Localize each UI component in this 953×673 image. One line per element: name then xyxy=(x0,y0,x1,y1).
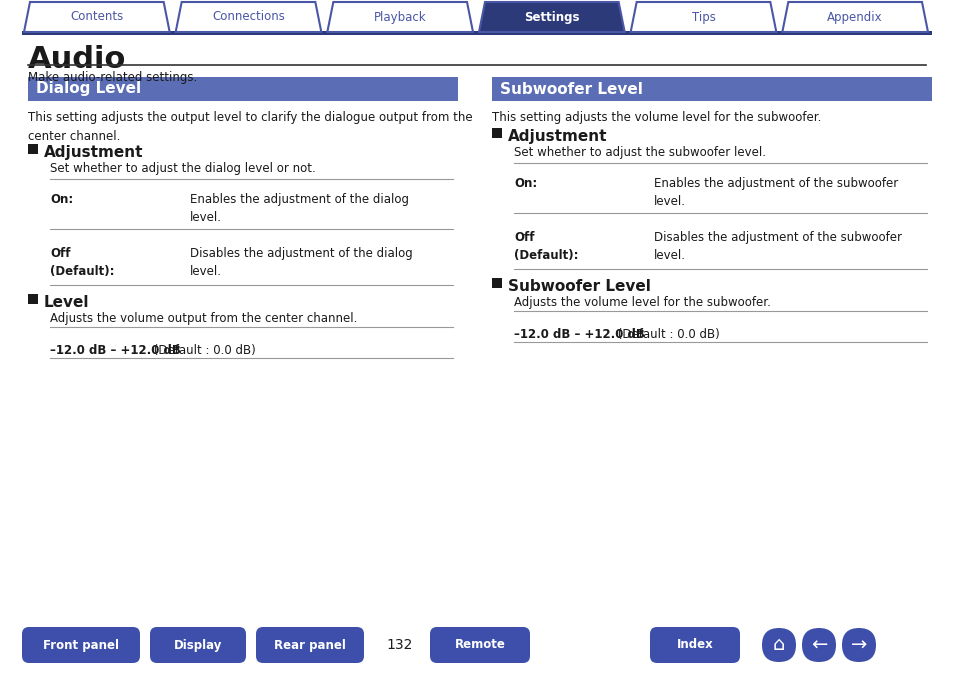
FancyBboxPatch shape xyxy=(841,628,875,662)
Bar xyxy=(492,128,501,138)
Text: Set whether to adjust the subwoofer level.: Set whether to adjust the subwoofer leve… xyxy=(514,146,765,159)
Text: Disables the adjustment of the dialog
level.: Disables the adjustment of the dialog le… xyxy=(190,247,413,278)
FancyBboxPatch shape xyxy=(150,627,246,663)
FancyBboxPatch shape xyxy=(255,627,364,663)
Polygon shape xyxy=(175,2,321,32)
Text: Display: Display xyxy=(173,639,222,651)
Text: Disables the adjustment of the subwoofer
level.: Disables the adjustment of the subwoofer… xyxy=(654,231,901,262)
Text: Set whether to adjust the dialog level or not.: Set whether to adjust the dialog level o… xyxy=(50,162,315,175)
Text: Level: Level xyxy=(44,295,90,310)
Text: Playback: Playback xyxy=(374,11,426,24)
Text: On:: On: xyxy=(50,193,73,206)
Text: Dialog Level: Dialog Level xyxy=(36,81,141,96)
Bar xyxy=(492,77,931,101)
Text: Adjustment: Adjustment xyxy=(44,145,143,160)
Text: (Default : 0.0 dB): (Default : 0.0 dB) xyxy=(150,344,255,357)
Polygon shape xyxy=(781,2,927,32)
Bar xyxy=(22,31,931,35)
Text: Audio: Audio xyxy=(28,45,126,74)
Bar xyxy=(28,77,457,101)
Text: ←: ← xyxy=(810,635,826,655)
Text: 132: 132 xyxy=(386,638,413,652)
FancyBboxPatch shape xyxy=(761,628,795,662)
FancyBboxPatch shape xyxy=(801,628,835,662)
Text: Appendix: Appendix xyxy=(826,11,882,24)
Bar xyxy=(492,278,501,288)
Polygon shape xyxy=(478,2,624,32)
Text: Off
(Default):: Off (Default): xyxy=(50,247,114,278)
Text: Index: Index xyxy=(676,639,713,651)
Bar xyxy=(28,144,38,154)
Text: ⌂: ⌂ xyxy=(772,635,784,655)
Text: –12.0 dB – +12.0 dB: –12.0 dB – +12.0 dB xyxy=(50,344,181,357)
Bar xyxy=(28,294,38,304)
Text: Front panel: Front panel xyxy=(43,639,119,651)
Text: Tips: Tips xyxy=(691,11,715,24)
FancyBboxPatch shape xyxy=(430,627,530,663)
Text: Adjusts the volume level for the subwoofer.: Adjusts the volume level for the subwoof… xyxy=(514,296,770,309)
Text: Remote: Remote xyxy=(454,639,505,651)
Text: Connections: Connections xyxy=(212,11,285,24)
Text: Rear panel: Rear panel xyxy=(274,639,346,651)
Text: On:: On: xyxy=(514,177,537,190)
Text: (Default : 0.0 dB): (Default : 0.0 dB) xyxy=(614,328,719,341)
Polygon shape xyxy=(327,2,473,32)
Text: –12.0 dB – +12.0 dB: –12.0 dB – +12.0 dB xyxy=(514,328,644,341)
FancyBboxPatch shape xyxy=(22,627,140,663)
Text: Enables the adjustment of the subwoofer
level.: Enables the adjustment of the subwoofer … xyxy=(654,177,898,208)
Text: Off
(Default):: Off (Default): xyxy=(514,231,578,262)
Text: Enables the adjustment of the dialog
level.: Enables the adjustment of the dialog lev… xyxy=(190,193,409,224)
Polygon shape xyxy=(24,2,170,32)
FancyBboxPatch shape xyxy=(649,627,740,663)
Polygon shape xyxy=(630,2,776,32)
Text: Adjustment: Adjustment xyxy=(507,129,607,144)
Text: Make audio-related settings.: Make audio-related settings. xyxy=(28,71,197,84)
Text: Contents: Contents xyxy=(71,11,123,24)
Text: Settings: Settings xyxy=(523,11,579,24)
Text: Subwoofer Level: Subwoofer Level xyxy=(507,279,650,294)
Text: Adjusts the volume output from the center channel.: Adjusts the volume output from the cente… xyxy=(50,312,357,325)
Text: Subwoofer Level: Subwoofer Level xyxy=(499,81,642,96)
Text: This setting adjusts the volume level for the subwoofer.: This setting adjusts the volume level fo… xyxy=(492,111,821,124)
Text: This setting adjusts the output level to clarify the dialogue output from the
ce: This setting adjusts the output level to… xyxy=(28,111,472,143)
Text: →: → xyxy=(850,635,866,655)
